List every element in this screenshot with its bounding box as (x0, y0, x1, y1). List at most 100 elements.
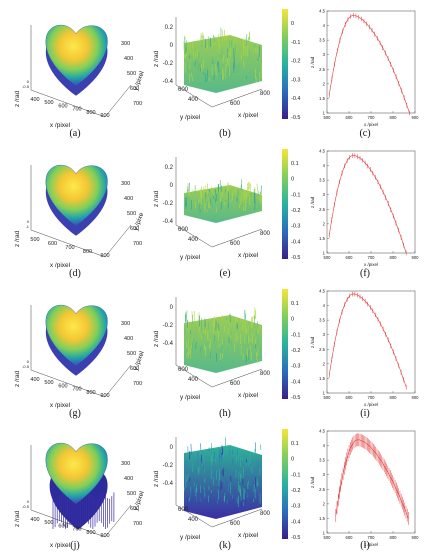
y-tick-label: 400 (188, 517, 199, 523)
colorbar-tick-label: 0 (291, 317, 294, 323)
x-tick-label: 500 (324, 255, 332, 260)
profile-line (329, 15, 409, 113)
colorbar-tick-label: -0.4 (291, 96, 300, 102)
x-tick-label: 500 (44, 380, 53, 386)
x-tick-label: 400 (30, 377, 39, 383)
colorbar-tick-label: -0.1 (291, 472, 300, 478)
y-tick-label: 4 (323, 163, 326, 168)
x-axis-label: x /pixel (364, 122, 378, 127)
z-axis-label: z /rad (153, 330, 160, 347)
x-tick-label: 600 (230, 521, 241, 527)
colorbar-tick-label: -0.4 (291, 519, 300, 525)
y-tick-label: 500 (127, 211, 136, 217)
y-tick-label: 4 (323, 303, 326, 308)
y-axis-label: y /pixel (180, 394, 201, 401)
y-tick-label: 3.5 (319, 38, 325, 43)
y-tick-label: 600 (178, 507, 189, 513)
heart-surface-panel-svg: 4005006007008009003004005006007000-0.5x … (5, 285, 145, 415)
colorbar-tick-label: -0.5 (291, 115, 300, 121)
z-tick-label: 0 (170, 445, 174, 451)
panel-caption: (i) (345, 408, 385, 419)
panel-caption: (c) (345, 128, 385, 139)
colorbar-tick-label: -0.4 (291, 239, 300, 245)
y-tick-label: 600 (178, 87, 189, 93)
z-tick-label: -0.5 (22, 504, 30, 509)
y-tick-label: 300 (121, 181, 130, 187)
x-tick-label: 700 (72, 527, 81, 533)
y-tick-label: 400 (188, 97, 199, 103)
colorbar-tick-label: 0.1 (291, 301, 299, 307)
x-tick-label: 900 (412, 535, 420, 540)
x-tick-label: 600 (346, 115, 354, 120)
x-axis-label: x /pixel (238, 112, 259, 119)
plot-frame (327, 11, 415, 113)
z-tick-label: -1 (25, 224, 29, 229)
panel-caption: (a) (55, 128, 95, 139)
y-tick-label: 3.5 (319, 458, 325, 463)
noise-surface (184, 28, 262, 93)
y-tick-label: 400 (124, 336, 133, 342)
x-tick-label: 800 (86, 110, 95, 116)
x-axis-label: x /pixel (238, 392, 259, 399)
x-tick-label: 700 (65, 245, 74, 251)
y-tick-label: 2 (323, 81, 326, 86)
x-tick-label: 600 (58, 523, 67, 529)
panel-caption: (g) (55, 408, 95, 419)
z-axis-label: z /rad (14, 370, 21, 387)
z-tick-label: 0 (170, 183, 174, 189)
colorbar-tick-label: -0.4 (291, 379, 300, 385)
colorbar-tick-label: 0 (291, 21, 294, 27)
y-tick-label: 500 (127, 491, 136, 497)
x-axis-line (31, 230, 105, 257)
panel-caption: (h) (205, 408, 245, 419)
heart-surface-panel-svg: 4005006007008009003004005006007000-0.5x … (5, 5, 145, 135)
y-tick-label: 400 (188, 377, 199, 383)
colorbar-tick-label: -0.2 (291, 348, 300, 354)
plot-frame (327, 291, 415, 393)
colorbar-tick-label: -0.3 (291, 504, 300, 510)
y-tick-label: 4.5 (319, 429, 325, 434)
y-tick-label: 2 (323, 501, 326, 506)
profile-line (329, 294, 406, 387)
z-tick-label: -0.4 (163, 341, 174, 347)
x-tick-label: 500 (324, 115, 332, 120)
colorbar-tick-label: -0.5 (291, 395, 300, 401)
y-tick-label: 2.5 (319, 207, 325, 212)
panel-caption: (e) (205, 268, 245, 279)
colorbar-tick-label: -0.3 (291, 224, 300, 230)
y-tick-label: 3 (323, 192, 326, 197)
colorbar-tick-label: 0 (291, 457, 294, 463)
z-tick-label: 0 (170, 305, 174, 311)
z-tick-label: -0.2 (163, 201, 174, 207)
y-tick-label: 2.5 (319, 487, 325, 492)
y-axis-label: y /pixel (180, 254, 201, 261)
z-tick-label: -0.5 (22, 364, 30, 369)
y-tick-label: 700 (133, 521, 142, 527)
z-tick-label: -0.4 (163, 79, 174, 85)
y-axis-label: z /rad (310, 336, 315, 348)
x-tick-label: 900 (100, 253, 109, 259)
x-tick-label: 700 (368, 255, 376, 260)
colorbar-tick-label: -0.5 (291, 535, 300, 541)
x-tick-label: 400 (30, 517, 39, 523)
x-tick-label: 700 (368, 115, 376, 120)
panel-caption: (k) (205, 540, 245, 551)
y-tick-label: 3 (323, 472, 326, 477)
x-tick-label: 800 (390, 115, 398, 120)
y-tick-label: 4.5 (319, 289, 325, 294)
y-tick-label: 2 (323, 361, 326, 366)
x-tick-label: 800 (260, 231, 271, 237)
x-tick-label: 700 (368, 395, 376, 400)
y-tick-label: 400 (124, 196, 133, 202)
y-tick-label: 4.5 (319, 149, 325, 154)
x-tick-label: 900 (412, 395, 420, 400)
z-tick-label: 0.2 (165, 25, 174, 31)
z-tick-label: -0.4 (163, 219, 174, 225)
x-tick-label: 600 (346, 395, 354, 400)
y-tick-label: 4 (323, 23, 326, 28)
